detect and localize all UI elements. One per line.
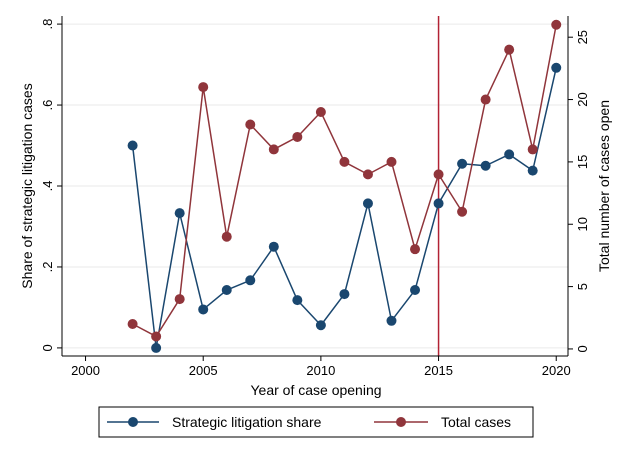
- y-left-tick-label: .2: [40, 262, 55, 273]
- legend-box: [98, 406, 534, 438]
- data-point-series-0: [433, 198, 444, 209]
- y-right-tick-label: 0: [575, 345, 590, 352]
- data-point-series-0: [339, 289, 350, 300]
- y-left-tick-label: .8: [40, 19, 55, 30]
- y-right-tick-label: 15: [575, 155, 590, 169]
- data-point-series-1: [292, 131, 303, 142]
- data-point-series-0: [457, 158, 468, 169]
- data-point-series-0: [386, 315, 397, 326]
- axes: [57, 16, 573, 361]
- data-point-series-0: [410, 285, 421, 296]
- data-point-series-0: [198, 304, 209, 315]
- data-point-series-0: [527, 165, 538, 176]
- data-point-series-0: [480, 160, 491, 171]
- data-point-series-0: [504, 149, 515, 160]
- data-point-series-0: [292, 295, 303, 306]
- legend-label-total: Total cases: [441, 414, 511, 430]
- data-point-series-1: [504, 44, 515, 55]
- data-point-series-1: [268, 144, 279, 155]
- legend-swatch-marker-strategic: [128, 417, 138, 427]
- legend-swatch-marker-total: [396, 417, 406, 427]
- data-point-series-1: [339, 156, 350, 167]
- data-point-series-0: [127, 140, 138, 151]
- x-axis-title: Year of case opening: [250, 382, 381, 398]
- x-tick-label: 2005: [189, 363, 218, 378]
- data-point-series-1: [480, 94, 491, 105]
- y-left-tick-label: .4: [40, 181, 55, 192]
- y-axis-left-title: Share of strategic litigation cases: [19, 83, 35, 288]
- y-right-tick-label: 20: [575, 92, 590, 106]
- data-point-series-1: [151, 331, 162, 342]
- y-right-tick-label: 25: [575, 30, 590, 44]
- data-point-series-1: [527, 144, 538, 155]
- data-point-series-1: [127, 319, 138, 330]
- data-point-series-0: [245, 275, 256, 286]
- data-point-series-1: [245, 119, 256, 130]
- data-point-series-1: [410, 244, 421, 255]
- tick-labels: 2000 2005 2010 2015 2020 0 .2 .4 .6 .8 0 5 10 15 20 25: [40, 19, 590, 378]
- data-point-series-1: [551, 19, 562, 30]
- y-left-tick-label: 0: [40, 344, 55, 351]
- data-point-series-0: [221, 285, 232, 296]
- data-point-series-0: [551, 62, 562, 73]
- legend-label-strategic: Strategic litigation share: [172, 414, 322, 430]
- x-tick-label: 2015: [424, 363, 453, 378]
- data-point-series-1: [362, 169, 373, 180]
- data-point-series-1: [315, 107, 326, 118]
- data-point-series-1: [198, 82, 209, 93]
- legend: Strategic litigation share Total cases: [98, 406, 534, 438]
- y-right-tick-label: 5: [575, 283, 590, 290]
- data-point-series-1: [433, 169, 444, 180]
- data-point-series-1: [386, 156, 397, 167]
- data-point-series-1: [457, 206, 468, 217]
- data-point-series-0: [362, 198, 373, 209]
- x-tick-label: 2000: [71, 363, 100, 378]
- data-point-series-1: [221, 231, 232, 242]
- y-right-tick-label: 10: [575, 217, 590, 231]
- x-tick-label: 2020: [542, 363, 571, 378]
- data-point-series-0: [268, 241, 279, 252]
- data-point-series-0: [315, 320, 326, 331]
- y-left-tick-label: .6: [40, 100, 55, 111]
- data-point-series-0: [151, 342, 162, 353]
- series-points: [127, 19, 562, 353]
- data-point-series-0: [174, 208, 185, 219]
- x-tick-label: 2010: [306, 363, 335, 378]
- data-point-series-1: [174, 294, 185, 305]
- y-axis-right-title: Total number of cases open: [596, 100, 612, 272]
